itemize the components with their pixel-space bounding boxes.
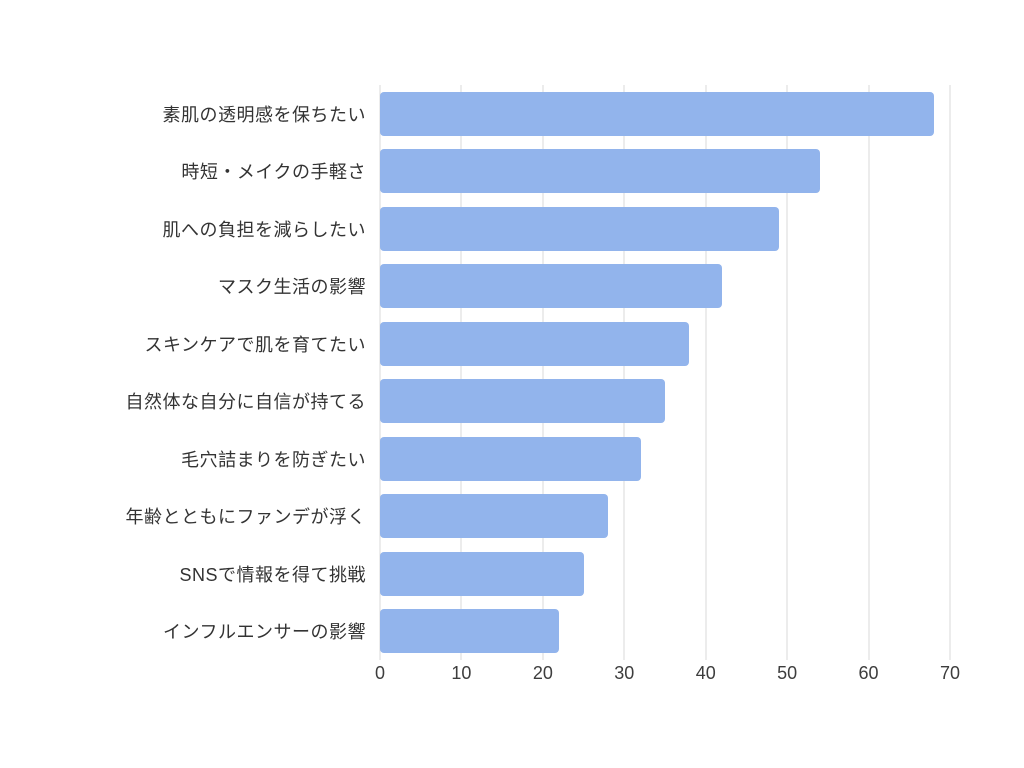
category-label: インフルエンサーの影響 [163, 622, 366, 643]
category-label: スキンケアで肌を育てたい [144, 334, 366, 355]
x-tick-label: 20 [532, 663, 553, 683]
chart-body: 素肌の透明感を保ちたい時短・メイクの手軽さ肌への負担を減らしたいマスク生活の影響… [0, 85, 951, 660]
bar-row [380, 373, 950, 431]
bar-row [380, 488, 950, 546]
x-tick-label: 0 [374, 663, 386, 683]
category-axis: 素肌の透明感を保ちたい時短・メイクの手軽さ肌への負担を減らしたいマスク生活の影響… [0, 85, 380, 660]
bar [380, 264, 722, 309]
x-axis: 0 10 20 30 40 50 60 70 [375, 663, 960, 693]
bar-row [380, 603, 950, 661]
x-tick-label: 30 [614, 663, 635, 683]
x-tick-label: 60 [858, 663, 879, 683]
category-label: 素肌の透明感を保ちたい [162, 104, 366, 125]
bar-row [380, 85, 950, 143]
bar-row [380, 430, 950, 488]
gridline [949, 85, 951, 660]
bar [380, 494, 608, 539]
bar-row [380, 258, 950, 316]
gridline [786, 85, 788, 660]
gridline [379, 85, 381, 660]
bar [380, 379, 665, 424]
gridline [705, 85, 707, 660]
bar [380, 436, 641, 481]
bar [380, 206, 779, 251]
gridline [623, 85, 625, 660]
bar [380, 609, 560, 654]
bar [380, 149, 820, 194]
category-label: 毛穴詰まりを防ぎたい [181, 449, 366, 470]
bar-row [380, 545, 950, 603]
gridline [460, 85, 462, 660]
bar-row [380, 315, 950, 373]
category-label: SNSで情報を得て挑戦 [179, 564, 366, 585]
bar [380, 321, 690, 366]
category-label: 時短・メイクの手軽さ [181, 162, 366, 183]
gridline [542, 85, 544, 660]
bar-series [380, 85, 950, 660]
x-tick-label: 50 [777, 663, 798, 683]
x-tick-label: 40 [695, 663, 716, 683]
bar-row [380, 143, 950, 201]
x-tick-label: 10 [451, 663, 472, 683]
bar [380, 91, 934, 136]
gridline [868, 85, 870, 660]
category-label: 年齢とともにファンデが浮く [125, 507, 366, 528]
category-label: 肌への負担を減らしたい [162, 219, 366, 240]
bar [380, 551, 584, 596]
x-tick-label: 70 [939, 663, 961, 683]
bar-row [380, 200, 950, 258]
category-label: 自然体な自分に自信が持てる [125, 392, 366, 413]
plot-area [379, 85, 951, 660]
category-label: マスク生活の影響 [218, 277, 366, 298]
